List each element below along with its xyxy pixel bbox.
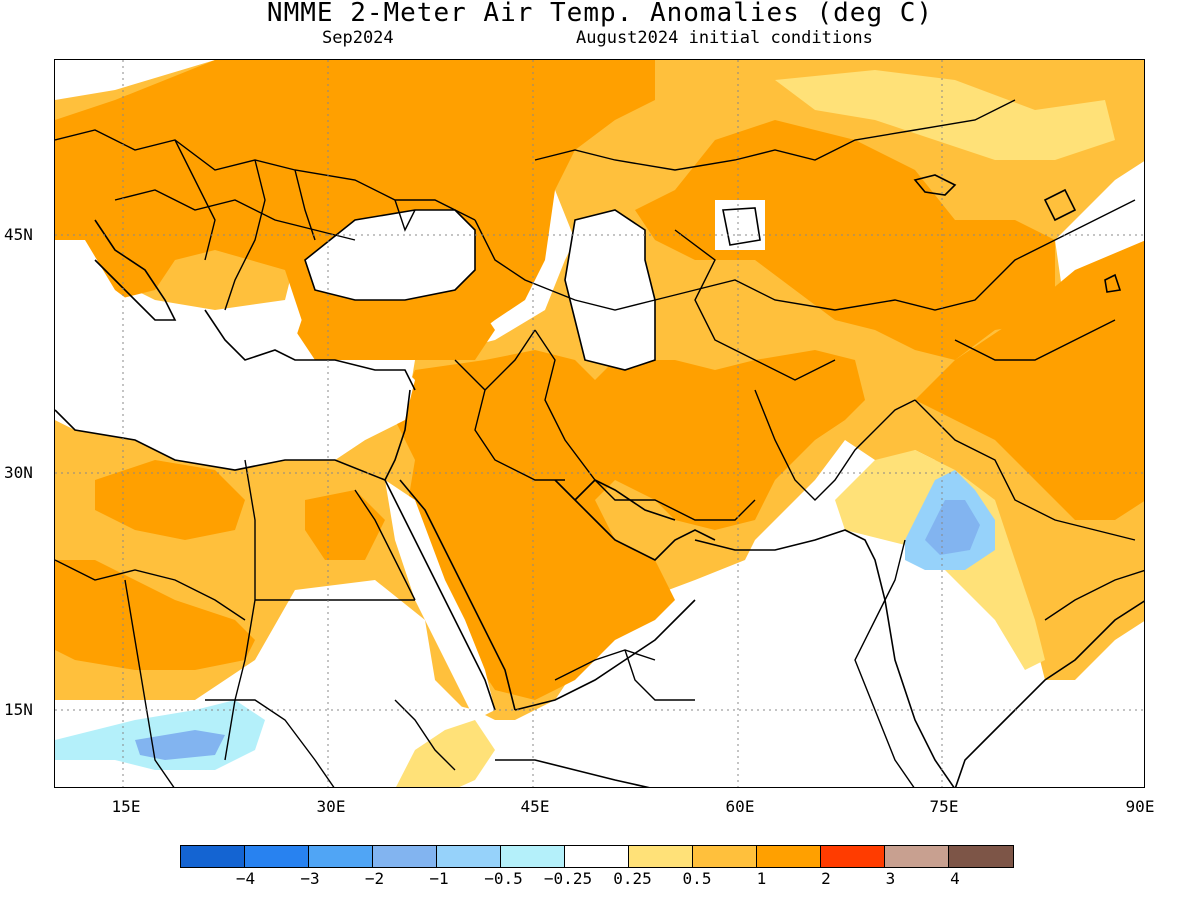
- colorbar-tick-label: −0.5: [484, 869, 523, 888]
- lon-label-90e: 90E: [1125, 797, 1155, 816]
- colorbar-swatch: [821, 846, 885, 867]
- colorbar-tick-label: 0.5: [682, 869, 712, 888]
- colorbar-swatch: [309, 846, 373, 867]
- colorbar-tick-label: 3: [885, 869, 896, 888]
- colorbar: [180, 845, 1014, 868]
- colorbar-tick-label: −4: [235, 869, 256, 888]
- anomaly-region-blue-sahel-core: [135, 730, 225, 760]
- colorbar-tick-label: −3: [300, 869, 320, 888]
- colorbar-tick-label: 0.25: [613, 869, 652, 888]
- lat-label-45n: 45N: [4, 225, 33, 244]
- anomaly-region-blue-india-core: [925, 500, 980, 555]
- anomaly-region-orange-central-asia: [635, 120, 1055, 360]
- valid-month-label: Sep2024: [322, 28, 394, 48]
- colorbar-swatch: [373, 846, 437, 867]
- anomaly-region-orange-libya: [95, 460, 245, 540]
- lat-label-15n: 15N: [4, 700, 33, 719]
- anomaly-region-orange-north: [55, 60, 655, 360]
- colorbar-tick-label: −0.25: [543, 869, 593, 888]
- anomaly-region-orange-egypt: [305, 490, 385, 560]
- anomaly-region-orange-africa-west: [55, 560, 255, 670]
- anomaly-region-orange-china: [915, 240, 1144, 520]
- anomaly-map: [54, 59, 1145, 788]
- anomaly-region-orange-arabia: [395, 350, 865, 700]
- colorbar-swatch: [949, 846, 1013, 867]
- lat-label-30n: 30N: [4, 463, 33, 482]
- colorbar-swatch: [629, 846, 693, 867]
- lon-label-15e: 15E: [111, 797, 141, 816]
- lon-label-75e: 75E: [929, 797, 959, 816]
- caspian-sea-region: [565, 210, 655, 370]
- colorbar-swatch: [565, 846, 629, 867]
- colorbar-tick-label: 1: [756, 869, 767, 888]
- lon-label-30e: 30E: [316, 797, 346, 816]
- colorbar-swatch: [437, 846, 501, 867]
- country-borders: [55, 99, 1144, 787]
- map-title: NMME 2-Meter Air Temp. Anomalies (deg C): [266, 0, 934, 28]
- colorbar-swatch: [885, 846, 949, 867]
- lon-label-60e: 60E: [725, 797, 755, 816]
- red-sea-region: [385, 480, 495, 720]
- anomaly-region-yellow-siberia: [775, 70, 1115, 160]
- colorbar-swatch: [693, 846, 757, 867]
- colorbar-swatch: [501, 846, 565, 867]
- arabian-sea-region: [536, 450, 1144, 787]
- colorbar-swatch: [245, 846, 309, 867]
- colorbar-swatch: [181, 846, 245, 867]
- mediterranean-region: [55, 240, 415, 470]
- colorbar-tick-label: 4: [950, 869, 960, 888]
- colorbar-swatch: [757, 846, 821, 867]
- black-sea-region: [305, 210, 475, 300]
- coastlines: [55, 174, 1144, 787]
- graticule: [55, 60, 1144, 787]
- anomaly-region-orange-turkey: [295, 300, 495, 360]
- colorbar-tick-label: −1: [429, 869, 449, 888]
- anomaly-region-yellow-ethiopia: [396, 720, 495, 787]
- lon-label-45e: 45E: [520, 797, 550, 816]
- initial-conditions-label: August2024 initial conditions: [576, 28, 873, 48]
- colorbar-tick-label: −2: [364, 869, 385, 888]
- colorbar-tick-label: 2: [821, 869, 831, 888]
- anomaly-map-svg: [55, 60, 1144, 787]
